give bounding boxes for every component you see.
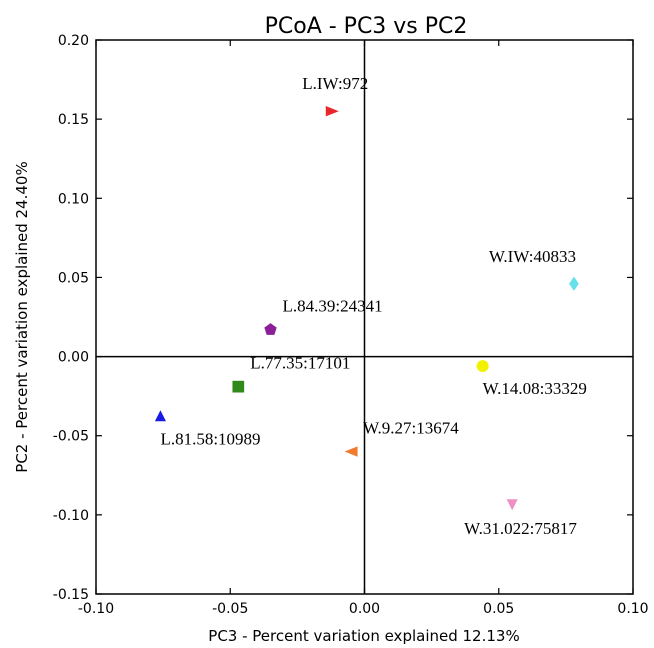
point-label: W.31.022:75817 (464, 519, 577, 538)
point-marker (506, 499, 518, 511)
data-points: L.IW:972 W.IW:40833 L.84.39:24341 L.77.35:1… (154, 74, 587, 538)
point-label: L.81.58:10989 (160, 430, 260, 449)
point-marker (325, 106, 339, 117)
point-marker (154, 410, 166, 422)
y-tick-label: 0.00 (58, 350, 89, 366)
x-tick-label: 0.00 (349, 601, 380, 617)
point-label: W.9.27:13674 (363, 419, 459, 438)
zero-lines (96, 40, 633, 594)
point-label: W.14.08:33329 (483, 379, 587, 398)
x-tick-label: -0.10 (78, 601, 114, 617)
point-marker (569, 276, 579, 291)
point-label: L.IW:972 (302, 74, 368, 93)
y-tick-label: 0.15 (58, 112, 89, 128)
point-label: W.IW:40833 (489, 247, 576, 266)
point-label: L.77.35:17101 (250, 354, 350, 373)
x-tick-label: 0.10 (617, 601, 648, 617)
point-marker (232, 380, 245, 393)
x-axis-label: PC3 - Percent variation explained 12.13% (208, 627, 519, 645)
point-label: L.84.39:24341 (283, 297, 383, 316)
y-tick-label: 0.20 (58, 33, 89, 49)
y-tick-label: 0.10 (58, 191, 89, 207)
y-tick-label: -0.10 (53, 508, 89, 524)
point-marker (264, 323, 277, 335)
y-tick-label: 0.05 (58, 270, 89, 286)
point-marker (344, 446, 358, 457)
y-axis: 0.20 0.15 0.10 0.05 0.00 -0.05 -0.10 -0.15 (53, 33, 633, 603)
point-marker (476, 360, 489, 373)
y-tick-label: -0.15 (53, 587, 89, 603)
x-tick-label: 0.05 (483, 601, 514, 617)
y-tick-label: -0.05 (53, 429, 89, 445)
chart-title: PCoA - PC3 vs PC2 (265, 14, 468, 39)
x-axis: -0.10 -0.05 0.00 0.05 0.10 (78, 40, 649, 617)
y-axis-label: PC2 - Percent variation explained 24.40% (13, 161, 31, 472)
x-tick-label: -0.05 (212, 601, 248, 617)
